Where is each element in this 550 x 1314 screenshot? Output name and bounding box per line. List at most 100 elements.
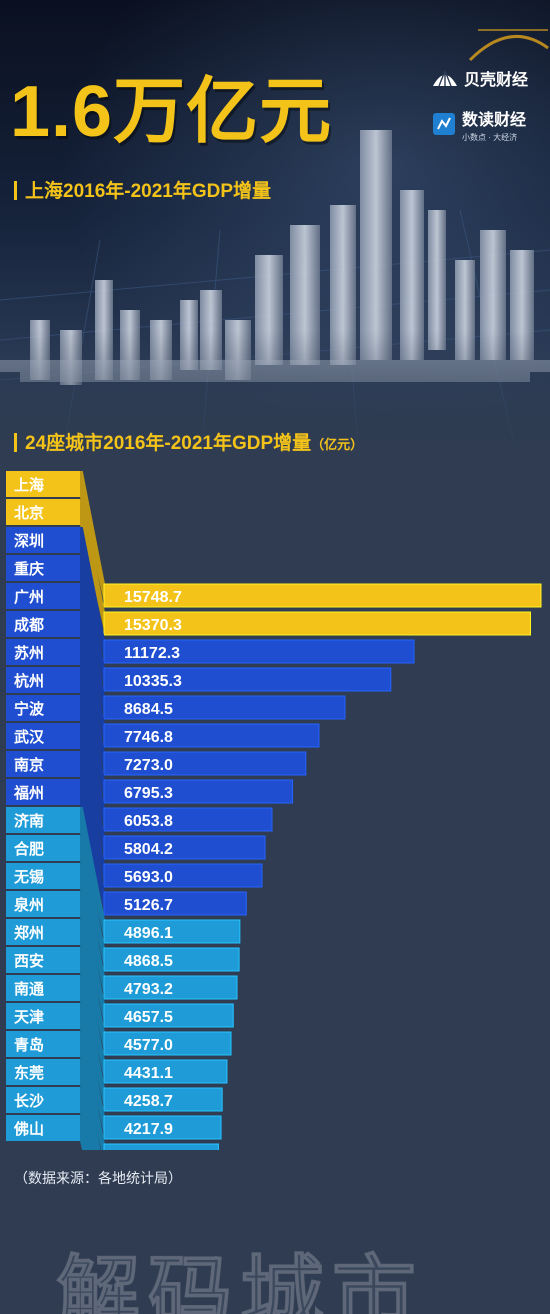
city-skyline-image <box>0 29 550 470</box>
category-tab <box>6 1031 80 1057</box>
accent-bar <box>14 433 17 452</box>
bar-group-1: 北京 15370.3 <box>6 499 532 636</box>
category-label: 天津 <box>14 1008 44 1026</box>
category-tab <box>6 891 80 917</box>
bar-connector <box>80 1059 101 1150</box>
bar-connector <box>80 667 105 803</box>
category-tab <box>6 527 80 553</box>
category-label: 无锡 <box>13 868 44 886</box>
bar <box>103 1143 219 1150</box>
category-tab <box>6 667 80 693</box>
category-label: 武汉 <box>14 728 45 746</box>
bar-group-7: 杭州 6795.3 <box>6 667 294 804</box>
bar-group-3: 重庆 10335.3 <box>6 555 392 692</box>
hero-banner: 1.6万亿元 贝壳财经 数读财经 小数点 · 大经济 上海2016年-2021年… <box>0 0 550 470</box>
headline: 1.6万亿元 <box>10 72 333 152</box>
value-label: 4125.2 <box>124 1149 173 1150</box>
bar-connector <box>80 695 105 831</box>
bar <box>103 891 247 916</box>
bar-connector <box>80 807 105 943</box>
beike-caijing-logo: 贝壳财经 <box>430 66 528 90</box>
value-label: 4217.9 <box>124 1121 173 1138</box>
value-label: 15370.3 <box>124 617 182 634</box>
category-tab <box>6 583 80 609</box>
bar-group-8: 宁波 6053.8 <box>6 695 273 832</box>
bar <box>103 1087 223 1112</box>
bar-group-13: 合肥 4868.5 <box>6 835 240 972</box>
bar <box>103 1115 222 1140</box>
bar-group-12: 济南 4896.1 <box>6 807 241 944</box>
bar-group-0: 上海 15748.7 <box>6 471 542 608</box>
bar <box>103 639 415 664</box>
category-label: 成都 <box>14 616 44 634</box>
bar-group-15: 泉州 4657.5 <box>6 891 234 1028</box>
bar <box>103 611 532 636</box>
value-label: 11172.3 <box>124 645 180 662</box>
value-label: 15748.7 <box>124 589 182 606</box>
category-label: 西安 <box>14 952 44 970</box>
watermark: 解码城市 <box>56 1248 425 1314</box>
chart-unit: （亿元） <box>311 437 364 452</box>
bar-group-22: 长沙3947.0 <box>6 1087 96 1150</box>
value-label: 7746.8 <box>124 729 173 746</box>
bar-group-4: 广州 8684.5 <box>6 583 346 720</box>
bar <box>103 751 307 776</box>
category-label: 青岛 <box>14 1036 44 1054</box>
bar-connector <box>80 779 105 915</box>
bar <box>103 919 241 944</box>
category-label: 合肥 <box>13 840 44 858</box>
bar-connector <box>80 639 105 775</box>
bar-group-10: 南京 5693.0 <box>6 751 263 888</box>
category-label: 福州 <box>13 784 44 802</box>
value-label: 5693.0 <box>124 869 173 886</box>
bar-connector <box>80 499 105 635</box>
value-label: 6053.8 <box>124 813 173 830</box>
category-label: 重庆 <box>14 560 44 578</box>
category-tab <box>6 471 80 497</box>
value-label: 4896.1 <box>124 925 173 942</box>
bar-connector <box>80 835 105 971</box>
category-tab <box>6 779 80 805</box>
value-label: 6795.3 <box>124 785 173 802</box>
bar-connector <box>80 751 105 887</box>
value-label: 4657.5 <box>124 1009 173 1026</box>
gdp-increase-bar-chart: 上海 15748.7 北京 15370.3 深圳 11172.3 重庆 10335.3 广州 86… <box>6 471 542 1150</box>
bar <box>103 863 263 888</box>
logo1-name: 贝壳财经 <box>464 72 529 89</box>
bar <box>103 1003 234 1028</box>
bar-group-23: 佛山3526.5 <box>6 1115 90 1150</box>
bar-group-21: 东莞4027.7 <box>6 1059 101 1150</box>
category-tab <box>6 555 80 581</box>
bar <box>103 695 346 720</box>
category-tab <box>6 695 80 721</box>
category-label: 深圳 <box>14 532 44 550</box>
category-label: 上海 <box>14 476 44 494</box>
bar-connector <box>80 527 105 663</box>
value-label: 4431.1 <box>124 1065 173 1082</box>
bar <box>103 807 273 832</box>
bar-group-18: 南通 4258.7 <box>6 975 223 1112</box>
category-label: 长沙 <box>14 1092 44 1110</box>
bar-group-2: 深圳 11172.3 <box>6 527 415 664</box>
chart-title-text: 24座城市2016年-2021年GDP增量 <box>25 433 312 454</box>
bar-connector <box>80 471 105 607</box>
bar-connector <box>80 555 105 691</box>
bar-group-19: 天津 4217.9 <box>6 1003 222 1140</box>
category-label: 东莞 <box>14 1064 44 1082</box>
bar-connector <box>80 919 105 1055</box>
bar <box>103 835 266 860</box>
bar <box>103 1059 228 1084</box>
bar-connector <box>80 947 105 1083</box>
category-label: 杭州 <box>14 672 44 690</box>
bar <box>103 779 294 804</box>
bar-group-6: 苏州 7273.0 <box>6 639 307 776</box>
bar-group-9: 武汉 5804.2 <box>6 723 266 860</box>
category-tab <box>6 1059 80 1085</box>
value-label: 4868.5 <box>124 953 173 970</box>
bar <box>103 975 238 1000</box>
bar-group-17: 西安 4431.1 <box>6 947 228 1084</box>
category-tab <box>6 1087 80 1113</box>
category-label: 济南 <box>14 812 44 830</box>
category-tab <box>6 835 80 861</box>
value-label: 5126.7 <box>124 897 173 914</box>
